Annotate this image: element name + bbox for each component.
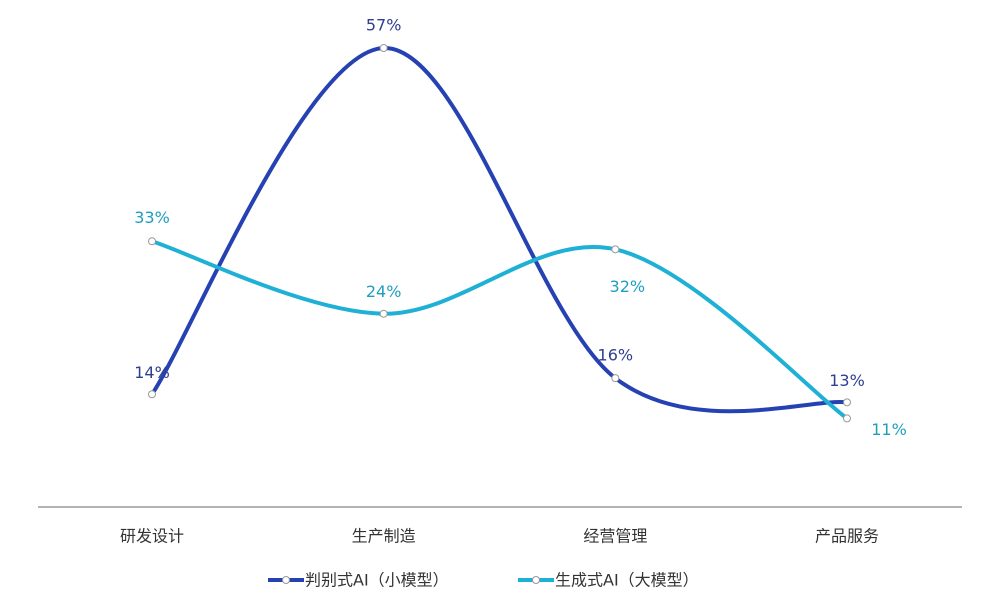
x-tick-label: 产品服务 xyxy=(815,527,879,546)
data-label: 57% xyxy=(366,16,402,35)
data-label: 14% xyxy=(134,363,170,382)
data-label: 24% xyxy=(366,282,402,301)
data-label: 33% xyxy=(134,208,170,227)
x-tick-label: 经营管理 xyxy=(583,527,647,546)
legend-marker xyxy=(532,576,540,584)
point-marker xyxy=(843,414,851,423)
legend-label: 生成式AI（大模型） xyxy=(555,571,699,590)
x-tick-label: 生产制造 xyxy=(352,527,416,546)
data-label: 13% xyxy=(829,371,865,390)
legend-marker xyxy=(282,576,290,584)
legend-label: 判别式AI（小模型） xyxy=(305,571,449,590)
point-marker xyxy=(611,245,620,254)
point-marker xyxy=(148,390,156,399)
point-marker xyxy=(843,398,851,407)
point-marker xyxy=(611,374,620,383)
series-line xyxy=(151,239,849,421)
data-label: 16% xyxy=(598,346,634,365)
data-label: 11% xyxy=(871,420,907,439)
point-marker xyxy=(379,44,388,52)
x-tick-label: 研发设计 xyxy=(120,527,184,546)
series-line xyxy=(150,45,848,414)
point-marker xyxy=(148,237,156,246)
data-label: 32% xyxy=(610,277,646,296)
point-marker xyxy=(379,309,388,318)
